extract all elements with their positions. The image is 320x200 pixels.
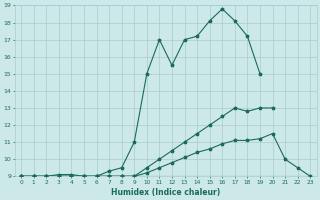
X-axis label: Humidex (Indice chaleur): Humidex (Indice chaleur) (111, 188, 220, 197)
